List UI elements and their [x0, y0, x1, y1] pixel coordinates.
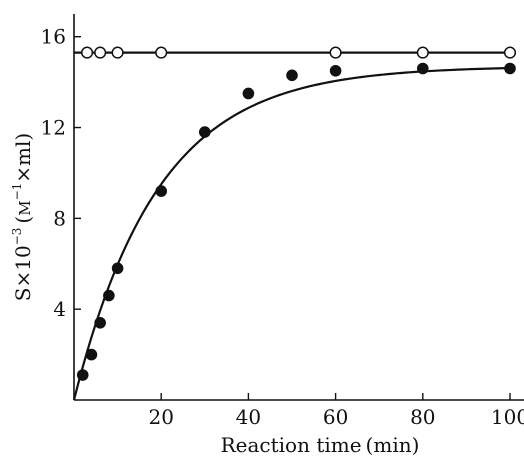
- open-circle-point: [111, 46, 124, 59]
- filled-circle-point: [286, 69, 298, 82]
- y-tick-label: 12: [41, 116, 66, 140]
- axes: 20 40 60 80 100 4 8 12 16: [41, 14, 524, 429]
- open-circle-point: [503, 46, 517, 59]
- filled-circle-point: [111, 262, 124, 275]
- y-label-unit-rest: ×ml): [11, 133, 35, 183]
- y-label-unit-open: (: [11, 216, 35, 228]
- data-points: [76, 46, 517, 381]
- filled-circle-point: [417, 62, 429, 75]
- filled-circle-point: [199, 126, 211, 138]
- y-tick-label: 4: [53, 297, 66, 321]
- filled-circle-point: [76, 369, 89, 381]
- filled-circle-point: [103, 289, 115, 302]
- y-label-exp: −3: [10, 228, 24, 246]
- x-tick-label: 40: [236, 405, 261, 429]
- open-circle-point: [94, 46, 107, 59]
- filled-circle-point: [329, 64, 342, 77]
- x-axis-label: Reaction time (min): [221, 433, 420, 457]
- filled-circle-point: [85, 348, 98, 361]
- open-circle-point: [329, 46, 342, 59]
- open-circle-point: [155, 46, 168, 59]
- filled-circle-point: [242, 87, 255, 100]
- open-circle-point: [81, 46, 94, 59]
- filled-circle-point: [155, 185, 167, 197]
- open-circle-point: [416, 46, 429, 59]
- y-tick-label: 8: [53, 206, 66, 230]
- x-tick-label: 60: [323, 405, 348, 429]
- fitted-curves: [72, 51, 511, 401]
- filled-series-curve: [72, 66, 511, 401]
- axis-labels: Reaction time (min) S×10−3 (M−1×ml): [10, 133, 419, 457]
- filled-circle-point: [94, 317, 106, 329]
- y-label-base: S×10: [11, 245, 35, 301]
- y-axis-label: S×10−3 (M−1×ml): [10, 133, 35, 301]
- x-tick-label: 100: [491, 405, 524, 429]
- x-tick-label: 80: [410, 405, 435, 429]
- y-tick-label: 16: [41, 25, 66, 49]
- filled-circle-point: [504, 62, 516, 75]
- y-label-unit-m: M: [16, 200, 34, 215]
- y-label-unit-m-exp: −1: [10, 183, 24, 201]
- x-tick-label: 20: [148, 405, 173, 429]
